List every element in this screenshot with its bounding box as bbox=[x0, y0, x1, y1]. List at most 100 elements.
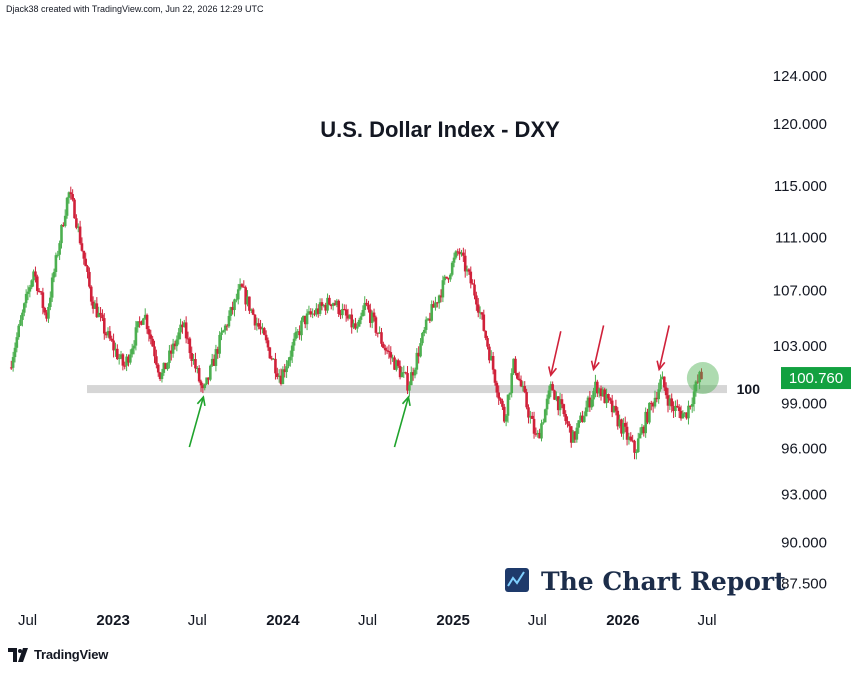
y-tick-label: 124.000 bbox=[773, 68, 827, 85]
resistance-arrow bbox=[656, 325, 670, 372]
y-tick-label: 90.000 bbox=[781, 534, 827, 551]
candle-body bbox=[393, 357, 396, 370]
candle-body bbox=[116, 348, 119, 360]
candle-body bbox=[121, 354, 125, 366]
candle-body bbox=[36, 276, 39, 291]
candle-body bbox=[320, 302, 324, 306]
candle-body bbox=[357, 319, 361, 327]
candle-body bbox=[380, 332, 383, 344]
support-arrow bbox=[393, 395, 411, 448]
candle-body bbox=[508, 393, 512, 395]
candle-body bbox=[478, 312, 482, 314]
candle-body bbox=[540, 423, 543, 439]
candle-body bbox=[41, 292, 45, 308]
candle-body bbox=[365, 302, 368, 305]
candle-body bbox=[235, 299, 238, 301]
x-tick-label: 2026 bbox=[606, 612, 639, 629]
candle-body bbox=[125, 356, 128, 366]
candle-body bbox=[138, 321, 141, 323]
watermark-group: The Chart Report bbox=[505, 567, 786, 596]
candle-body bbox=[391, 357, 394, 359]
candle-body bbox=[668, 398, 672, 406]
candle-body bbox=[39, 291, 43, 293]
candle-body bbox=[78, 226, 82, 244]
candle-body bbox=[236, 289, 240, 300]
candle-body bbox=[476, 304, 480, 313]
candle-body bbox=[607, 394, 610, 399]
candle-body bbox=[666, 395, 670, 406]
arrow-head bbox=[656, 360, 666, 372]
candle-body bbox=[584, 407, 588, 417]
candle-body bbox=[612, 405, 616, 413]
candle-body bbox=[63, 215, 67, 227]
watermark-logo-icon bbox=[505, 568, 529, 592]
candle-body bbox=[504, 415, 508, 422]
candle-body bbox=[181, 324, 184, 328]
tradingview-logo[interactable]: TradingView bbox=[8, 647, 108, 662]
candle-body bbox=[207, 377, 210, 380]
candle-body bbox=[525, 392, 528, 408]
candle-body bbox=[162, 362, 166, 373]
candle-body bbox=[311, 313, 314, 315]
candle-body bbox=[175, 339, 179, 347]
candle-body bbox=[307, 311, 311, 314]
candle-body bbox=[517, 378, 521, 381]
candle-body bbox=[648, 402, 651, 423]
candle-body bbox=[205, 377, 208, 385]
candle-body bbox=[543, 409, 547, 423]
candle-body bbox=[335, 300, 339, 306]
candle-body bbox=[568, 423, 571, 427]
candle-body bbox=[512, 358, 515, 374]
candle-body bbox=[411, 372, 415, 376]
candle-body bbox=[404, 372, 407, 374]
candle-body bbox=[197, 367, 201, 382]
candle-body bbox=[454, 251, 458, 258]
candle-body bbox=[333, 303, 337, 306]
candle-body bbox=[158, 372, 162, 380]
candle-body bbox=[629, 436, 633, 441]
candle-body bbox=[110, 338, 114, 341]
candle-body bbox=[264, 334, 268, 341]
candle-body bbox=[244, 287, 247, 305]
candle-body bbox=[352, 323, 355, 328]
candle-body bbox=[592, 390, 595, 400]
candle-body bbox=[501, 400, 504, 407]
resistance-arrow bbox=[590, 325, 605, 372]
candle-body bbox=[551, 384, 554, 391]
candle-body bbox=[82, 250, 86, 259]
candle-body bbox=[201, 385, 205, 389]
candle-body bbox=[677, 407, 681, 412]
chart-credit: Djack38 created with TradingView.com, Ju… bbox=[6, 4, 264, 14]
candle-body bbox=[119, 354, 123, 358]
candle-body bbox=[529, 415, 532, 418]
candle-body bbox=[179, 324, 182, 333]
support-arrow bbox=[188, 395, 206, 448]
candle-body bbox=[303, 315, 307, 325]
candle-body bbox=[283, 369, 287, 373]
x-tick-label: 2023 bbox=[96, 612, 129, 629]
candle-body bbox=[331, 303, 335, 307]
candle-body bbox=[623, 422, 627, 427]
candle-body bbox=[212, 358, 216, 366]
candle-body bbox=[95, 303, 99, 318]
candle-body bbox=[419, 343, 422, 357]
candle-body bbox=[166, 363, 169, 370]
candle-body bbox=[670, 398, 674, 407]
candle-body bbox=[233, 299, 236, 311]
candle-body bbox=[609, 398, 612, 401]
candle-body bbox=[19, 319, 22, 326]
candle-body bbox=[261, 328, 264, 330]
candle-body bbox=[300, 320, 303, 336]
candle-body bbox=[588, 397, 592, 408]
candle-body bbox=[134, 327, 138, 346]
tradingview-logo-icon bbox=[8, 647, 28, 662]
candle-body bbox=[689, 405, 692, 407]
candle-body bbox=[450, 262, 454, 275]
candle-body bbox=[251, 309, 255, 315]
candle-body bbox=[597, 388, 601, 394]
candle-body bbox=[326, 297, 329, 311]
arrow-head bbox=[547, 366, 558, 378]
candle-body bbox=[227, 315, 231, 327]
candle-body bbox=[56, 254, 60, 256]
candle-body bbox=[328, 297, 331, 305]
